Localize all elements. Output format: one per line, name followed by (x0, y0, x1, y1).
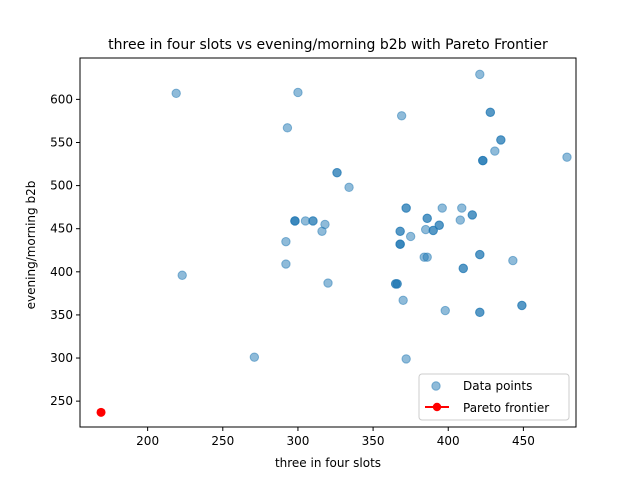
x-tick-label: 250 (211, 434, 234, 448)
legend-marker-data-points (431, 381, 441, 391)
x-axis-label: three in four slots (275, 456, 381, 470)
x-tick-label: 450 (512, 434, 535, 448)
y-axis-label: evening/morning b2b (24, 181, 38, 310)
data-point (455, 215, 465, 225)
x-tick-label: 300 (286, 434, 309, 448)
data-point (405, 231, 416, 242)
data-point (458, 263, 468, 274)
data-point (401, 203, 411, 213)
data-point (249, 352, 260, 362)
y-tick-label: 400 (50, 265, 73, 279)
data-point (401, 354, 411, 364)
data-point (290, 216, 300, 226)
data-point (440, 305, 450, 316)
y-tick-label: 250 (50, 394, 73, 408)
data-point (422, 213, 432, 224)
x-tick-label: 400 (437, 434, 460, 448)
plot-area (79, 57, 577, 428)
data-point (485, 107, 496, 118)
y-tick-label: 450 (50, 222, 73, 236)
data-point (344, 182, 354, 193)
x-tick-label: 200 (136, 434, 159, 448)
data-point (293, 87, 303, 98)
x-axis: 200 250 300 350 400 450 (136, 427, 535, 448)
data-point (177, 270, 187, 280)
data-point (475, 69, 485, 80)
data-point (437, 203, 447, 213)
data-point (281, 259, 291, 269)
data-point (478, 155, 488, 166)
y-tick-label: 350 (50, 308, 73, 322)
chart-title: three in four slots vs evening/morning b… (108, 37, 548, 53)
data-point (475, 307, 485, 318)
data-point (395, 226, 405, 236)
data-point (457, 203, 467, 213)
legend-label-data-points: Data points (463, 379, 532, 393)
data-point (467, 210, 477, 220)
data-point (281, 236, 291, 247)
data-point (308, 216, 318, 226)
y-tick-label: 600 (50, 92, 73, 106)
data-point (420, 224, 431, 235)
data-point (422, 252, 432, 262)
data-point (517, 300, 527, 311)
legend-marker-pareto (432, 402, 442, 412)
y-axis: 250 300 350 400 450 500 550 600 (50, 92, 80, 408)
data-point (508, 255, 518, 266)
legend: Data points Pareto frontier (418, 373, 570, 421)
data-point (282, 123, 293, 133)
data-point (332, 167, 342, 178)
pareto-point (96, 407, 106, 417)
y-tick-label: 300 (50, 351, 73, 365)
legend-label-pareto: Pareto frontier (463, 401, 549, 415)
data-point (562, 152, 572, 162)
data-point (475, 249, 485, 260)
data-point (434, 220, 444, 230)
y-tick-label: 550 (50, 135, 73, 149)
data-point (392, 279, 402, 289)
data-point (398, 295, 408, 305)
y-tick-label: 500 (50, 179, 73, 193)
legend-box (418, 373, 570, 421)
data-point (171, 88, 181, 99)
data-point (323, 278, 333, 288)
x-tick-label: 350 (362, 434, 385, 448)
data-point (396, 111, 407, 121)
data-point (490, 146, 500, 156)
data-point (395, 239, 405, 249)
data-point (496, 135, 506, 145)
plot-frame (79, 57, 577, 428)
data-point (317, 226, 327, 236)
